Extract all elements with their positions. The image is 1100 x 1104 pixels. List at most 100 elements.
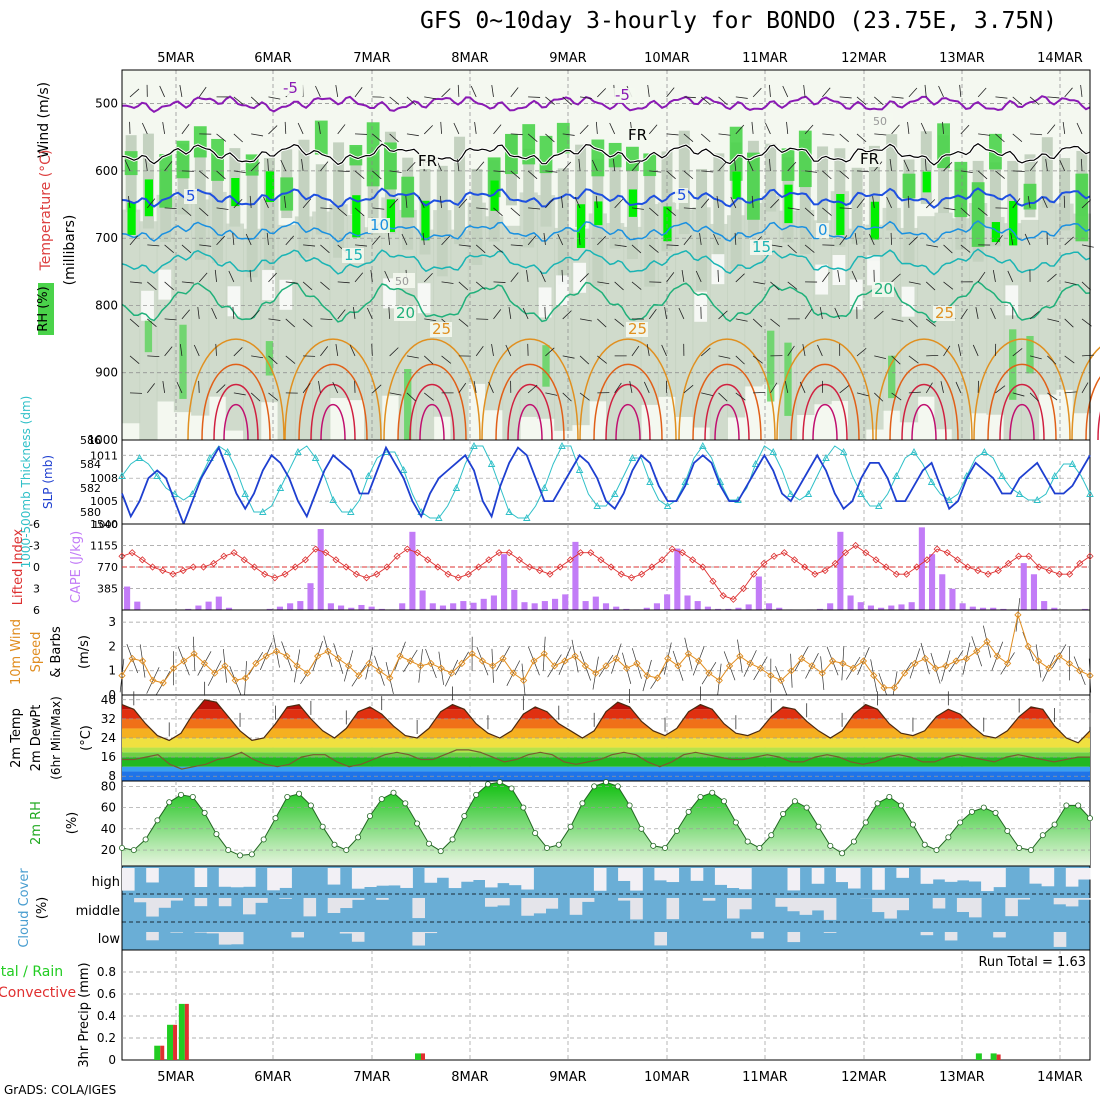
- cloud-mid-gap: [485, 898, 498, 907]
- cloud-mid-gap: [279, 898, 292, 899]
- cape-tick-label: 385: [97, 583, 118, 596]
- top-xtick-label: 8MAR: [451, 51, 488, 66]
- cape-bar: [827, 603, 833, 610]
- rh-point: [214, 832, 219, 837]
- cloud-low-gap: [412, 932, 425, 946]
- top-xtick-label: 5MAR: [157, 51, 194, 66]
- contour-label: 25: [628, 320, 647, 338]
- rh-point: [780, 811, 785, 816]
- cape-bar: [318, 529, 324, 610]
- rh-tick-label: 40: [101, 822, 116, 836]
- cape-bar: [970, 607, 976, 610]
- temp-ylabel: (°C): [79, 725, 94, 751]
- wind-barb: [753, 392, 765, 393]
- cloud-tick-label: low: [98, 932, 121, 947]
- rh-point: [296, 791, 301, 796]
- cloud-mid-gap: [352, 898, 365, 900]
- cape-tick-label: 1540: [90, 518, 118, 531]
- rh-point: [167, 800, 172, 805]
- rh-patch: [902, 287, 915, 317]
- contour-label: FR: [628, 126, 647, 144]
- contour-label: -5: [615, 86, 630, 104]
- rh-patch: [122, 210, 140, 424]
- rh-patch: [1021, 220, 1039, 441]
- top-xtick-label: 10MAR: [644, 51, 690, 66]
- rh-point: [839, 851, 844, 856]
- rh-patch: [732, 172, 740, 199]
- rh-patch: [767, 331, 774, 402]
- rh-point: [462, 813, 467, 818]
- rh-patch: [594, 201, 602, 225]
- rh-panel: [119, 779, 1092, 866]
- rh-patch: [848, 229, 866, 457]
- rh-point: [355, 835, 360, 840]
- wind-barb: [545, 307, 546, 319]
- cloud-high-gap: [945, 868, 958, 882]
- cloud-mid-gap: [219, 898, 232, 906]
- cloud-tick-label: middle: [76, 904, 120, 919]
- rh-patch: [954, 162, 967, 217]
- rh-patch: [784, 185, 792, 223]
- cloud-high-gap: [243, 868, 256, 887]
- rh-patch: [145, 179, 153, 216]
- rh-patch: [917, 216, 935, 396]
- cloud-high-gap: [1042, 868, 1055, 886]
- cloud-high-gap: [231, 868, 244, 887]
- cloud-high-gap: [727, 868, 740, 888]
- page-title: GFS 0~10day 3-hourly for BONDO (23.75E, …: [420, 8, 1057, 34]
- rh-point: [863, 820, 868, 825]
- rh-point: [698, 794, 703, 799]
- cloud-low-gap: [788, 932, 801, 942]
- rh-patch: [418, 283, 431, 313]
- precip-tick-label: 0.8: [97, 965, 116, 979]
- cape-bar: [664, 594, 670, 610]
- cape-bar: [613, 607, 619, 610]
- bottom-xtick-label: 12MAR: [841, 1070, 887, 1085]
- wind-barb: [528, 97, 540, 98]
- cape-bar: [521, 602, 527, 610]
- cape-bar: [134, 602, 140, 610]
- cloud-mid-gap: [872, 898, 885, 912]
- cloud-mid-gap: [1005, 898, 1018, 916]
- rh-point: [249, 852, 254, 857]
- cape-bar: [654, 603, 660, 610]
- cloud-mid-gap: [618, 898, 631, 901]
- cloud-mid-gap: [896, 898, 909, 910]
- cape-bar: [195, 606, 201, 610]
- top-xtick-label: 13MAR: [939, 51, 985, 66]
- cloud-high-gap: [461, 868, 474, 882]
- cloud-mid-gap: [812, 898, 825, 910]
- top-xtick-label: 9MAR: [549, 51, 586, 66]
- rh-patch: [541, 165, 552, 227]
- cloud-high-gap: [981, 868, 994, 891]
- cape-bar: [297, 601, 303, 610]
- cloud-mid-gap: [570, 898, 583, 915]
- rh-point: [556, 842, 561, 847]
- li-tick-label: 0: [33, 561, 40, 574]
- wind-barb: [926, 355, 938, 356]
- cloud-high-gap: [509, 868, 522, 885]
- cloud-high-gap: [969, 868, 982, 881]
- rh-patch: [558, 168, 569, 284]
- rh-point: [1040, 833, 1045, 838]
- cloud-high-gap: [388, 868, 401, 885]
- rh-point: [792, 799, 797, 804]
- rh-point: [875, 801, 880, 806]
- cape-bar: [430, 603, 436, 610]
- cloud-high-gap: [279, 868, 292, 888]
- rh-point: [981, 805, 986, 810]
- cape-bar: [603, 603, 609, 610]
- cloud-mid-gap: [800, 898, 813, 915]
- cape-bar: [939, 574, 945, 610]
- wind-barb: [718, 270, 719, 282]
- cloud-mid-gap: [521, 898, 534, 916]
- rh-point: [521, 805, 526, 810]
- cape-bar: [1021, 563, 1027, 610]
- cape-bar: [583, 601, 589, 610]
- rh-tick-label: 60: [101, 801, 116, 815]
- cape-bar: [858, 602, 864, 610]
- wind-barb: [130, 393, 142, 394]
- cape-bar: [369, 607, 375, 610]
- rh-patch: [903, 174, 916, 199]
